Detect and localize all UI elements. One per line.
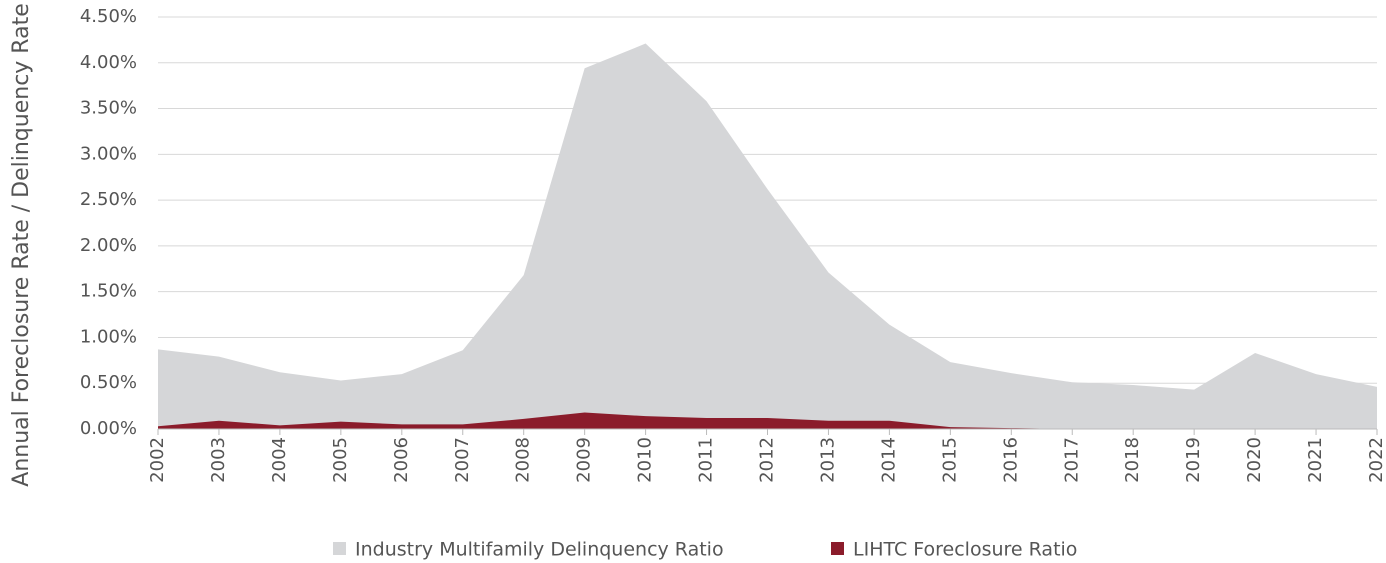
x-tick-label: 2016 [1000,437,1021,483]
y-tick-label: 0.00% [80,418,137,439]
x-tick-label: 2020 [1244,437,1265,483]
y-tick-label: 1.00% [80,326,137,347]
y-tick-label: 4.50% [80,6,137,27]
x-tick-label: 2002 [147,437,168,483]
x-tick-label: 2004 [269,437,290,483]
x-tick-label: 2022 [1366,437,1386,483]
y-tick-label: 3.50% [80,98,137,119]
x-tick-label: 2007 [452,437,473,483]
legend-label: Industry Multifamily Delinquency Ratio [355,539,724,561]
x-tick-label: 2012 [757,437,778,483]
x-tick-label: 2003 [208,437,229,483]
x-tick-label: 2006 [391,437,412,483]
legend-swatch [831,542,844,555]
x-tick-label: 2013 [817,437,838,483]
x-tick-label: 2017 [1061,437,1082,483]
legend-label: LIHTC Foreclosure Ratio [853,539,1077,561]
area [158,43,1377,429]
y-tick-label: 3.00% [80,143,137,164]
x-tick-label: 2019 [1183,437,1204,483]
y-tick-label: 4.00% [80,52,137,73]
x-tick-label: 2009 [574,437,595,483]
x-tick-label: 2018 [1122,437,1143,483]
area [158,412,1377,429]
x-tick-label: 2014 [878,437,899,483]
x-tick-label: 2008 [513,437,534,483]
x-tick-label: 2015 [939,437,960,483]
legend-swatch [333,542,346,555]
x-tick-label: 2021 [1305,437,1326,483]
y-tick-label: 1.50% [80,281,137,302]
y-tick-label: 0.50% [80,372,137,393]
x-tick-label: 2010 [635,437,656,483]
y-axis-title: Annual Foreclosure Rate / Delinquency Ra… [9,3,34,486]
y-tick-label: 2.00% [80,235,137,256]
x-tick-label: 2005 [330,437,351,483]
y-tick-label: 2.50% [80,189,137,210]
x-tick-label: 2011 [696,437,717,483]
